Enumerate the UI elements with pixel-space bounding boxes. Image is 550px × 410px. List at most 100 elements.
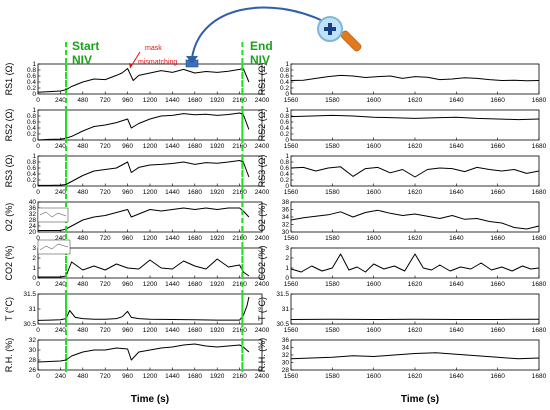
x-tick-label: 1580 <box>325 327 340 334</box>
y-tick-label: 31.5 <box>276 291 289 298</box>
y-tick-label: 28 <box>29 357 37 364</box>
y-tick-label: 1 <box>285 265 289 272</box>
x-tick-label: 1660 <box>490 281 505 288</box>
x-tick-label: 960 <box>122 281 133 288</box>
y-axis-label: R.H. (%) <box>257 338 267 373</box>
plot-frame <box>37 201 263 233</box>
series-line <box>290 114 540 121</box>
y-axis-label: O2 (%) <box>4 203 14 232</box>
plot-frame <box>290 339 540 371</box>
x-tick-label: 480 <box>77 97 88 104</box>
x-tick-label: 240 <box>55 327 66 334</box>
series-line <box>38 160 250 186</box>
x-tick-label: 1580 <box>325 143 340 150</box>
x-tick-label: 1440 <box>165 327 180 334</box>
plot-frame <box>290 201 540 233</box>
y-tick-label: 30 <box>29 347 37 354</box>
y-tick-label: 3 <box>285 245 289 252</box>
x-tick-label: 2400 <box>255 327 270 334</box>
x-tick-label: 2400 <box>255 189 270 196</box>
y-tick-label: 30 <box>282 229 290 236</box>
x-tick-label: 1680 <box>188 189 203 196</box>
x-tick-label: 1660 <box>490 189 505 196</box>
y-tick-label: 0.8 <box>280 67 289 74</box>
x-tick-label: 1580 <box>325 281 340 288</box>
x-tick-label: 2160 <box>232 281 247 288</box>
y-axis-label: RS1 (Ω) <box>257 63 267 96</box>
x-tick-label: 720 <box>100 189 111 196</box>
x-tick-label: 1440 <box>165 97 180 104</box>
x-tick-label: 0 <box>36 235 40 242</box>
x-tick-label: 1660 <box>490 327 505 334</box>
series-line <box>290 209 540 230</box>
co2-inset <box>37 239 71 255</box>
y-tick-label: 28 <box>282 367 290 374</box>
y-tick-label: 2 <box>285 255 289 262</box>
y-tick-label: 0.2 <box>27 85 36 92</box>
x-tick-label: 2160 <box>232 143 247 150</box>
x-tick-label: 240 <box>55 97 66 104</box>
y-tick-label: 30.5 <box>23 321 36 328</box>
end-label: End <box>250 39 273 53</box>
y-tick-label: 0.2 <box>280 131 289 138</box>
y-tick-label: 1 <box>32 265 36 272</box>
right-panel-2: 00.20.40.60.81 1560 1580 1600 1620 1640 1660 16… <box>257 153 547 196</box>
x-tick-label: 240 <box>55 373 66 380</box>
series-line <box>37 112 250 141</box>
x-tick-label: 720 <box>100 235 111 242</box>
x-tick-label: 720 <box>100 143 111 150</box>
x-tick-label: 1600 <box>366 373 381 380</box>
left-panel-6: 26 28 30 32 0 240 480 720 960 1200 1440 1680 1920 216… <box>4 337 270 380</box>
y-axis-label: T (°C) <box>4 297 14 321</box>
x-tick-label: 0 <box>36 97 40 104</box>
x-tick-label: 1680 <box>532 327 547 334</box>
x-tick-label: 2160 <box>232 97 247 104</box>
x-tick-label: 480 <box>77 235 88 242</box>
y-tick-label: 32 <box>282 222 290 229</box>
x-tick-label: 0 <box>36 281 40 288</box>
y-axis-label: RS3 (Ω) <box>257 155 267 188</box>
y-tick-label: 0.2 <box>27 131 36 138</box>
y-tick-label: 3 <box>32 245 36 252</box>
left-panel-5: 30.5 31 31.5 0 240 480 720 960 1200 1440 1680 1920 2… <box>4 291 270 334</box>
x-tick-label: 1200 <box>143 373 158 380</box>
y-tick-label: 34 <box>282 345 290 352</box>
y-axis-label: RS2 (Ω) <box>4 109 14 142</box>
x-tick-label: 1680 <box>188 143 203 150</box>
y-tick-label: 0.4 <box>280 125 289 132</box>
x-tick-label: 1680 <box>188 373 203 380</box>
x-tick-label: 1580 <box>325 235 340 242</box>
x-tick-label: 960 <box>122 189 133 196</box>
x-tick-label: 1620 <box>408 97 423 104</box>
x-tick-label: 1200 <box>143 281 158 288</box>
left-panel-0: 00.20.40.60.81 0 240 480 720 960 1200 1440 1680 1… <box>4 61 270 104</box>
x-tick-label: 1680 <box>188 281 203 288</box>
x-tick-label: 1200 <box>143 235 158 242</box>
x-tick-label: 1660 <box>490 97 505 104</box>
magnifier-plus-icon <box>317 16 362 52</box>
x-tick-label: 2160 <box>232 235 247 242</box>
x-tick-label: 1200 <box>143 97 158 104</box>
x-tick-label: 1620 <box>408 373 423 380</box>
y-tick-label: 1 <box>285 153 289 160</box>
y-axis-label: RS1 (Ω) <box>4 63 14 96</box>
y-tick-label: 20 <box>29 229 37 236</box>
x-tick-label: 1560 <box>284 281 299 288</box>
x-tick-label: 1640 <box>449 327 464 334</box>
x-tick-label: 960 <box>122 327 133 334</box>
x-tick-label: 1580 <box>325 373 340 380</box>
series-line <box>290 74 540 82</box>
x-tick-label: 240 <box>55 143 66 150</box>
y-tick-label: 1 <box>32 107 36 114</box>
x-tick-label: 960 <box>122 373 133 380</box>
y-tick-label: 38 <box>282 199 290 206</box>
right-panel-4: 0 1 2 3 1560 1580 1600 1620 1640 1660 1680 CO2 (%) <box>257 245 547 288</box>
x-tick-label: 1600 <box>366 327 381 334</box>
x-tick-label: 1600 <box>366 189 381 196</box>
plot-frame <box>290 109 540 141</box>
series-line <box>37 68 250 93</box>
right-panel-5: 30.5 31 31.5 1560 1580 1600 1620 1640 1660 1680 T … <box>257 291 547 334</box>
x-tick-label: 480 <box>77 281 88 288</box>
